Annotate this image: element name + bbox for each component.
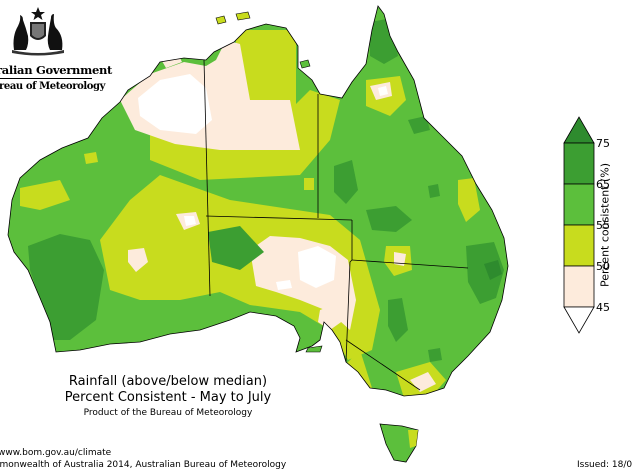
- legend-tick-label: 50: [596, 260, 610, 273]
- tasmania: [379, 423, 419, 463]
- legend-swatch-top: [563, 116, 595, 144]
- map-title-line1: Rainfall (above/below median): [68, 374, 268, 389]
- tiwi-island: [215, 15, 227, 25]
- legend-title: Percent consistent (%): [598, 162, 612, 288]
- legend-tick-label: 65: [596, 178, 610, 191]
- government-logo: ralian Government reau of Meteorology: [0, 6, 113, 92]
- legend-swatch: [563, 183, 595, 226]
- state-borders: [203, 59, 469, 391]
- bathurst-island: [235, 11, 251, 21]
- coat-of-arms-icon: [12, 7, 64, 56]
- copyright-text: amonwealth of Australia 2014, Australian…: [0, 460, 287, 470]
- climate-url[interactable]: www.bom.gov.au/climate: [0, 448, 112, 458]
- legend-tick-label: 75: [596, 137, 610, 150]
- agency-name: reau of Meteorology: [0, 81, 106, 92]
- issued-date: Issued: 18/0: [577, 460, 632, 470]
- map-title-line2: Percent Consistent - May to July: [64, 390, 272, 405]
- legend-colorbar: 75 65 55 50 45: [563, 116, 610, 334]
- australia-rainfall-map: [7, 5, 509, 463]
- groote-island: [299, 59, 311, 69]
- legend-tick-label: 55: [596, 219, 610, 232]
- legend-swatch: [563, 142, 595, 185]
- product-credit: Product of the Bureau of Meteorology: [83, 408, 253, 418]
- legend-tick-label: 45: [596, 301, 610, 314]
- legend-swatch-bottom: [563, 306, 595, 334]
- legend-swatch: [563, 224, 595, 267]
- legend-swatch: [563, 265, 595, 308]
- kangaroo-island: [305, 345, 323, 353]
- government-name: ralian Government: [0, 63, 113, 77]
- logo-divider: [0, 78, 92, 79]
